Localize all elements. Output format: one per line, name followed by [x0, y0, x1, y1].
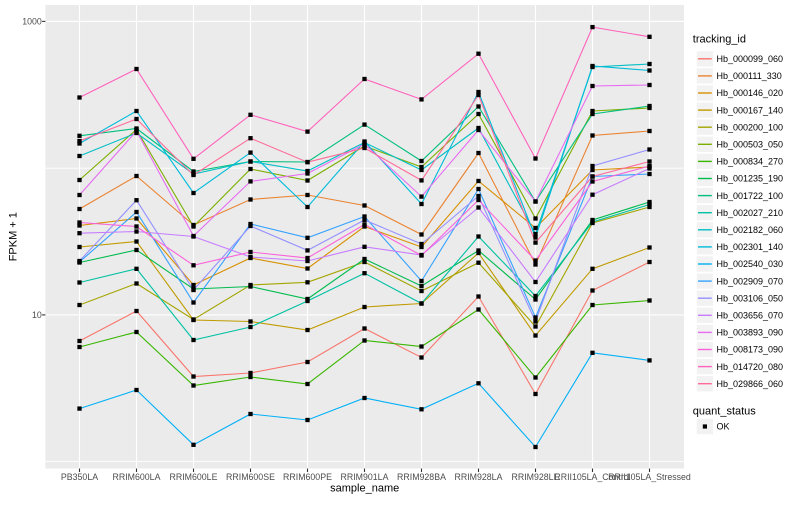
- svg-text:10: 10: [32, 310, 42, 320]
- svg-text:Hb_000099_060: Hb_000099_060: [717, 54, 784, 64]
- svg-text:RRIM600SE: RRIM600SE: [226, 472, 275, 482]
- svg-text:RRII105LA_Stressed: RRII105LA_Stressed: [608, 472, 691, 482]
- svg-text:RRIM600LE: RRIM600LE: [170, 472, 218, 482]
- svg-text:Hb_029866_060: Hb_029866_060: [717, 379, 784, 389]
- svg-text:tracking_id: tracking_id: [693, 33, 746, 45]
- svg-text:Hb_003893_090: Hb_003893_090: [717, 328, 784, 338]
- svg-text:Hb_000834_270: Hb_000834_270: [717, 157, 784, 167]
- svg-text:Hb_003656_070: Hb_003656_070: [717, 311, 784, 321]
- svg-text:Hb_002027_210: Hb_002027_210: [717, 208, 784, 218]
- svg-text:RRIM928LE: RRIM928LE: [512, 472, 560, 482]
- svg-text:RRIM928BA: RRIM928BA: [397, 472, 446, 482]
- svg-text:Hb_000503_050: Hb_000503_050: [717, 140, 784, 150]
- svg-text:Hb_002540_030: Hb_002540_030: [717, 259, 784, 269]
- svg-text:PB350LA: PB350LA: [61, 472, 98, 482]
- svg-text:Hb_000167_140: Hb_000167_140: [717, 105, 784, 115]
- svg-text:Hb_014720_080: Hb_014720_080: [717, 362, 784, 372]
- svg-text:FPKM + 1: FPKM + 1: [8, 212, 20, 261]
- svg-text:1000: 1000: [22, 16, 42, 26]
- svg-text:Hb_000111_330: Hb_000111_330: [717, 71, 782, 81]
- svg-text:Hb_000146_020: Hb_000146_020: [717, 88, 784, 98]
- svg-text:Hb_003106_050: Hb_003106_050: [717, 293, 784, 303]
- svg-text:Hb_001722_100: Hb_001722_100: [717, 191, 784, 201]
- svg-text:Hb_002909_070: Hb_002909_070: [717, 276, 784, 286]
- svg-text:quant_status: quant_status: [693, 405, 756, 417]
- svg-text:Hb_000200_100: Hb_000200_100: [717, 122, 784, 132]
- svg-text:RRIM600PE: RRIM600PE: [283, 472, 332, 482]
- svg-text:RRII105LA_Control: RRII105LA_Control: [554, 472, 630, 482]
- svg-text:Hb_008173_090: Hb_008173_090: [717, 345, 784, 355]
- svg-text:RRIM901LA: RRIM901LA: [341, 472, 389, 482]
- svg-text:OK: OK: [717, 422, 730, 432]
- svg-text:Hb_002301_140: Hb_002301_140: [717, 242, 784, 252]
- svg-text:Hb_002182_060: Hb_002182_060: [717, 225, 784, 235]
- svg-text:RRIM600LA: RRIM600LA: [113, 472, 161, 482]
- svg-text:RRIM928LA: RRIM928LA: [455, 472, 503, 482]
- svg-text:Hb_001235_190: Hb_001235_190: [717, 174, 784, 184]
- svg-text:sample_name: sample_name: [330, 483, 399, 495]
